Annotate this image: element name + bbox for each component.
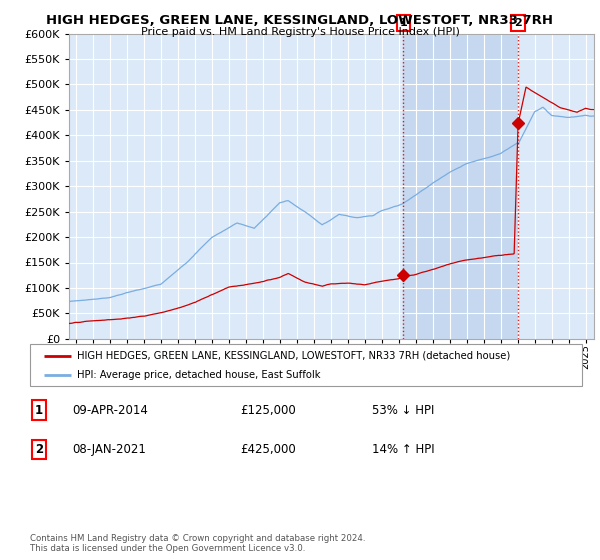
Text: HIGH HEDGES, GREEN LANE, KESSINGLAND, LOWESTOFT, NR33 7RH (detached house): HIGH HEDGES, GREEN LANE, KESSINGLAND, LO…: [77, 351, 510, 361]
Bar: [403, 34, 518, 339]
Text: 14% ↑ HPI: 14% ↑ HPI: [372, 443, 434, 456]
Text: £425,000: £425,000: [240, 443, 296, 456]
FancyBboxPatch shape: [30, 344, 582, 386]
Text: 1: 1: [400, 18, 407, 28]
Text: 53% ↓ HPI: 53% ↓ HPI: [372, 404, 434, 417]
Text: 2: 2: [35, 443, 43, 456]
Text: 08-JAN-2021: 08-JAN-2021: [72, 443, 146, 456]
Text: Price paid vs. HM Land Registry's House Price Index (HPI): Price paid vs. HM Land Registry's House …: [140, 27, 460, 37]
Text: 2: 2: [514, 18, 522, 28]
Text: HIGH HEDGES, GREEN LANE, KESSINGLAND, LOWESTOFT, NR33 7RH: HIGH HEDGES, GREEN LANE, KESSINGLAND, LO…: [47, 14, 554, 27]
Text: £125,000: £125,000: [240, 404, 296, 417]
Text: 1: 1: [35, 404, 43, 417]
Text: Contains HM Land Registry data © Crown copyright and database right 2024.
This d: Contains HM Land Registry data © Crown c…: [30, 534, 365, 553]
Text: HPI: Average price, detached house, East Suffolk: HPI: Average price, detached house, East…: [77, 370, 320, 380]
Text: 09-APR-2014: 09-APR-2014: [72, 404, 148, 417]
